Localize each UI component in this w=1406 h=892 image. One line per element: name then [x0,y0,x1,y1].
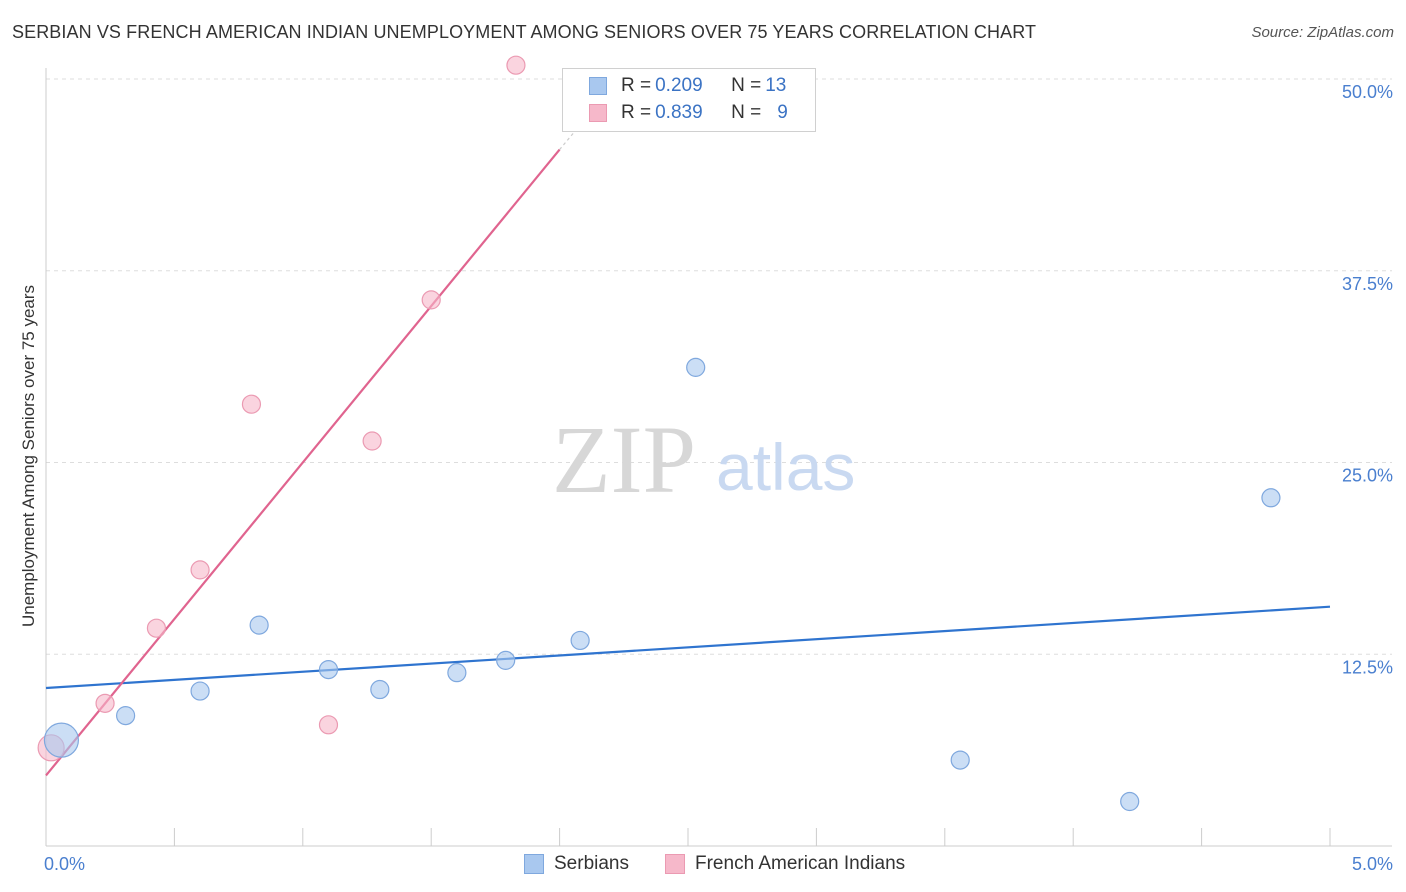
r-label: R = [621,102,652,123]
point-serbians [116,706,136,726]
gridlines [46,78,1392,655]
legend-swatch-serbians [589,77,607,95]
legend-swatch-french-american-indians [665,854,685,874]
r-label: R = [621,75,652,96]
point-french-american-indians [318,715,339,735]
source-label: Source: ZipAtlas.com [1251,24,1394,41]
chart-title: SERBIAN VS FRENCH AMERICAN INDIAN UNEMPL… [12,22,1037,42]
axes [45,68,1392,847]
watermark-atlas: atlas [716,430,855,504]
stats-row-serbians: R = 0.209 N = 13 [563,73,786,99]
point-serbians [570,630,590,651]
point-serbians [496,650,516,670]
point-french-american-indians [362,431,382,451]
trend-line-french-american-indians [45,148,561,777]
y-tick-label: 12.5% [1342,657,1393,677]
legend-label-french-american-indians: French American Indians [695,853,906,874]
legend-item-french-american-indians[interactable]: French American Indians [665,852,905,876]
n-value: 9 [777,102,788,123]
y-tick-label: 25.0% [1342,466,1393,486]
trend-line-extension [559,130,576,150]
n-value: 13 [765,75,787,96]
watermark-zip: ZIP [552,406,696,513]
data-points [37,55,1281,812]
legend-label-serbians: Serbians [554,853,629,874]
y-axis-title: Unemployment Among Seniors over 75 years [19,285,38,627]
point-serbians [950,750,970,770]
point-serbians [686,357,706,377]
legend-item-serbians[interactable]: Serbians [524,852,629,876]
r-value: 0.209 [655,75,703,96]
trend-line-serbians [45,605,1331,690]
point-serbians [1120,791,1140,812]
tick-labels: 12.5% 25.0% 37.5% 50.0% 0.0% 5.0% [44,82,1393,874]
n-label: N = [731,102,762,123]
x-tick-label: 0.0% [44,854,85,874]
r-value: 0.839 [655,102,703,123]
point-french-american-indians [146,618,167,638]
point-serbians [43,722,80,758]
point-french-american-indians [421,290,441,310]
point-serbians [447,663,467,683]
point-serbians [1261,488,1281,508]
point-french-american-indians [95,693,115,713]
point-french-american-indians [241,394,262,414]
legend-swatch-french-american-indians [589,104,607,122]
point-french-american-indians [506,55,526,75]
point-serbians [249,615,269,635]
y-tick-label: 37.5% [1342,274,1393,294]
legend-swatch-serbians [524,854,544,874]
y-tick-label: 50.0% [1342,82,1393,102]
point-serbians [370,679,390,700]
watermark: ZIP atlas [552,406,855,513]
stats-legend: R = 0.209 N = 13 R = 0.839 N = 9 [562,68,816,132]
point-serbians [318,659,339,680]
point-french-american-indians [190,560,210,580]
n-label: N = [731,75,762,96]
stats-row-french-american-indians: R = 0.839 N = 9 [563,100,788,126]
trend-lines [45,130,1331,777]
x-tick-label: 5.0% [1352,854,1393,874]
point-serbians [190,681,210,701]
